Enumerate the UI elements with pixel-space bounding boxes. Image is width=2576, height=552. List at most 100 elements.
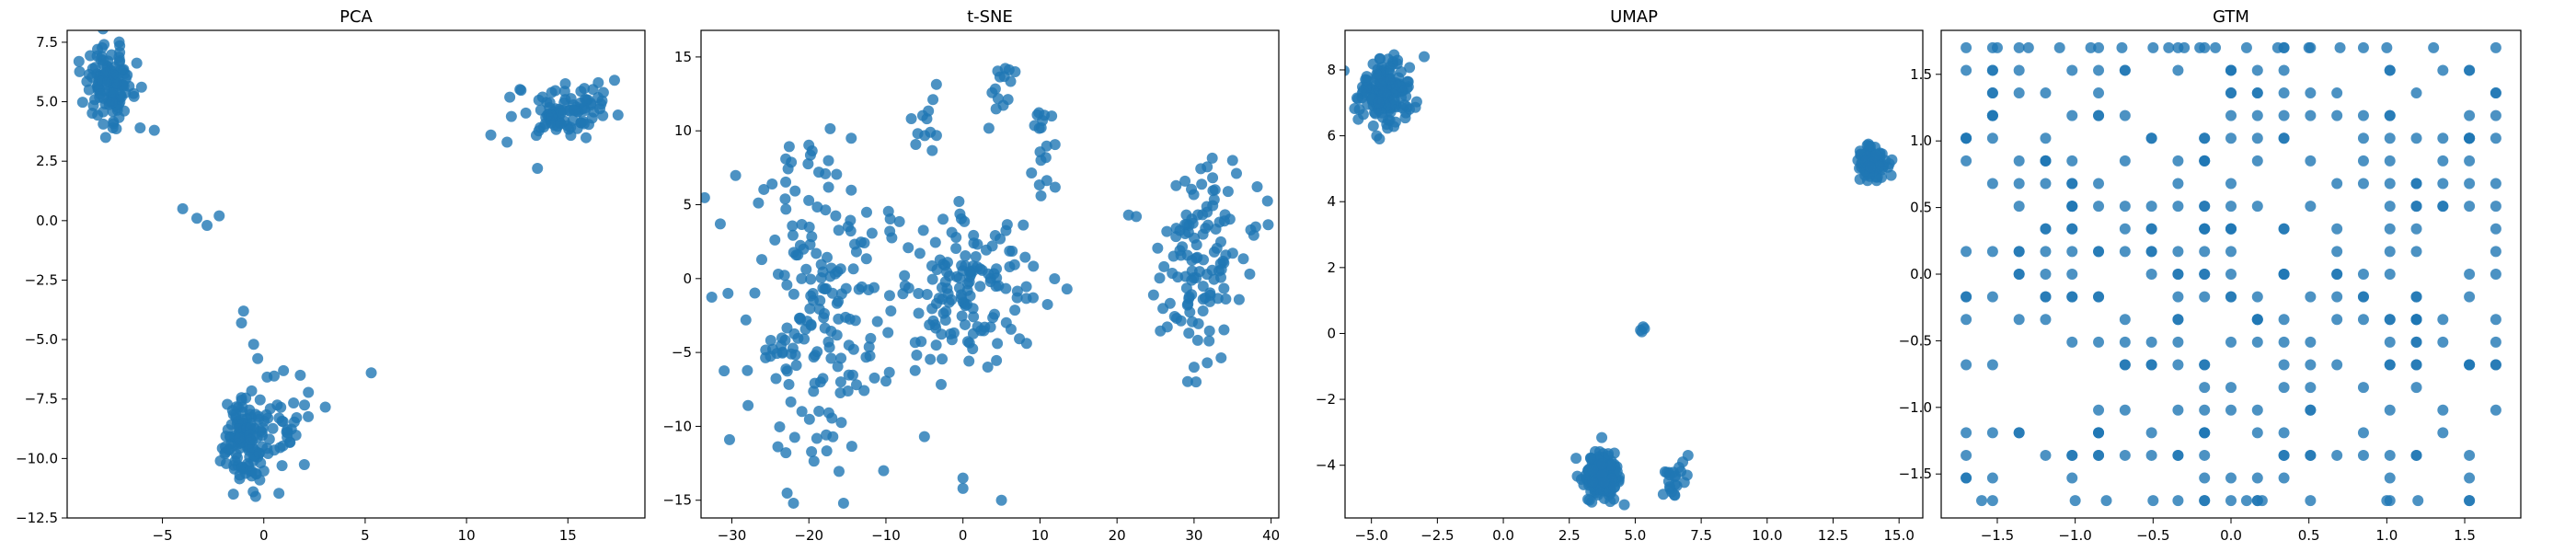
data-point [1410, 96, 1422, 108]
data-point [865, 332, 877, 344]
data-point [2066, 178, 2078, 190]
x-tick-label: 5.0 [1625, 527, 1647, 544]
y-tick-label: 2.5 [36, 153, 58, 169]
data-point [2163, 41, 2175, 53]
x-tick-label: 15 [559, 527, 577, 544]
data-point [2199, 201, 2211, 213]
data-point [2013, 201, 2025, 213]
data-point [539, 118, 551, 130]
data-point [994, 71, 1006, 83]
data-point [772, 441, 784, 453]
data-point [824, 122, 836, 134]
data-point [99, 132, 111, 144]
data-point [2013, 41, 2025, 53]
data-point [2384, 246, 2396, 258]
data-point [831, 297, 843, 309]
data-point [1220, 293, 1232, 305]
data-point [995, 494, 1007, 506]
data-point [2357, 132, 2369, 144]
data-point [946, 334, 958, 346]
data-point [579, 83, 591, 95]
data-point [2040, 87, 2052, 99]
data-point [1986, 178, 1998, 190]
data-point [2093, 404, 2105, 416]
data-point [2437, 64, 2449, 76]
data-point [2199, 382, 2211, 394]
data-point [993, 280, 1005, 292]
data-point [2199, 223, 2211, 235]
data-point [555, 118, 567, 130]
data-point [2410, 87, 2422, 99]
data-point [926, 144, 938, 156]
data-point [2022, 41, 2034, 53]
data-point [1197, 281, 1209, 293]
data-point [2179, 41, 2191, 53]
scatter-points [701, 63, 1274, 509]
data-point [853, 283, 865, 295]
data-point [2334, 41, 2346, 53]
data-point [2147, 495, 2159, 507]
x-tick-label: −0.5 [2136, 527, 2169, 544]
data-point [883, 290, 895, 302]
data-point [111, 77, 123, 89]
data-point [2119, 314, 2131, 326]
data-point [925, 126, 937, 138]
data-point [2464, 201, 2476, 213]
data-point [533, 125, 545, 137]
data-point [92, 43, 104, 55]
x-tick-label: 7.5 [1690, 527, 1712, 544]
data-point [2040, 269, 2052, 280]
data-point [956, 293, 967, 305]
data-point [2357, 155, 2369, 167]
data-point [303, 386, 315, 398]
data-point [2490, 269, 2501, 280]
data-point [742, 364, 753, 376]
data-point [288, 416, 300, 428]
data-point [1389, 116, 1401, 128]
data-point [2040, 223, 2052, 235]
data-point [277, 416, 289, 428]
data-point [941, 257, 953, 269]
data-point [1669, 489, 1681, 500]
data-point [2199, 404, 2211, 416]
data-point [2251, 109, 2263, 121]
data-point [813, 303, 825, 315]
data-point [981, 244, 992, 256]
data-point [2412, 495, 2424, 507]
data-point [1605, 459, 1617, 471]
data-point [98, 30, 109, 35]
data-point [1009, 305, 1021, 316]
data-point [770, 373, 782, 385]
data-point [804, 303, 816, 315]
data-point [2093, 291, 2105, 303]
data-point [788, 497, 799, 509]
data-point [2066, 269, 2078, 280]
data-point [899, 280, 911, 292]
data-point [224, 443, 236, 455]
data-point [267, 422, 279, 434]
data-point [982, 362, 994, 374]
data-point [1203, 325, 1215, 337]
chart-title: PCA [339, 7, 373, 27]
data-point [2437, 132, 2449, 144]
y-tick-label: −5 [672, 344, 692, 361]
data-point [520, 107, 532, 119]
data-point [722, 287, 734, 299]
data-point [532, 162, 544, 174]
y-tick-label: −12.5 [16, 510, 58, 526]
data-point [246, 385, 258, 397]
data-point [1226, 155, 1238, 167]
data-point [2119, 201, 2131, 213]
data-point [581, 132, 592, 144]
data-point [950, 243, 962, 255]
y-tick-label: −10.0 [16, 450, 58, 466]
data-point [2410, 336, 2422, 348]
data-point [581, 94, 592, 106]
data-point [1000, 316, 1012, 328]
data-point [2251, 64, 2263, 76]
data-point [2145, 223, 2157, 235]
data-point [815, 259, 827, 270]
data-point [2066, 109, 2078, 121]
data-point [87, 99, 99, 111]
data-point [940, 305, 952, 317]
